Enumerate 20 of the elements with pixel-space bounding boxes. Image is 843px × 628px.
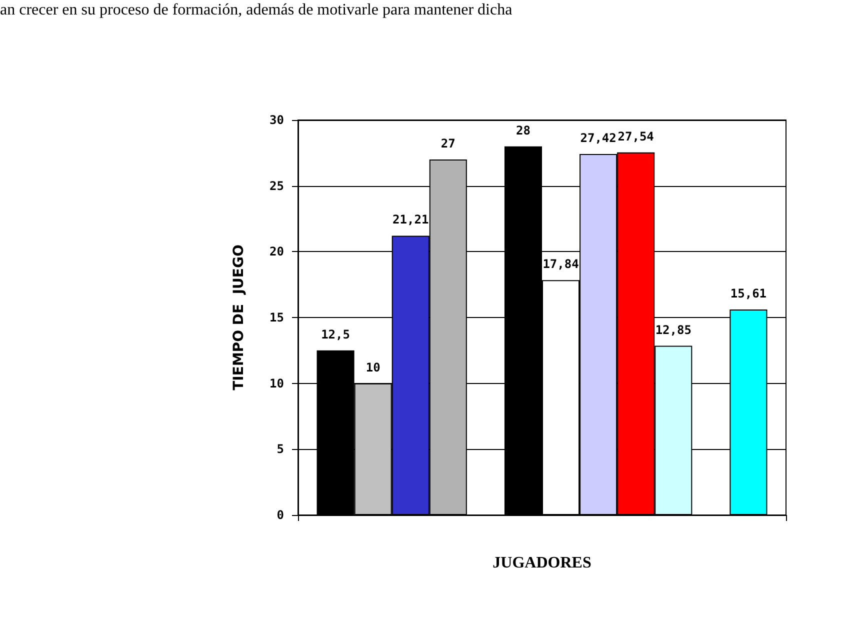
y-tick-label: 0 <box>276 508 284 522</box>
y-tick-label: 30 <box>270 113 284 127</box>
y-tick-label: 20 <box>270 244 284 259</box>
data-label: 12,85 <box>655 322 692 337</box>
data-label: 12,5 <box>321 327 350 342</box>
data-label: 15,61 <box>730 286 767 300</box>
data-label: 17,84 <box>542 257 579 272</box>
text: an crecer en su proceso de formación, además de motivarle para mantener dicha <box>0 2 512 18</box>
x-axis-title: JUGADORES <box>492 554 592 572</box>
y-tick-label: 15 <box>270 310 284 324</box>
y-tick-label: 25 <box>270 178 284 193</box>
data-label: 27 <box>440 136 456 150</box>
data-label: 27,54 <box>618 129 654 144</box>
data-label: 27,42 <box>580 130 616 145</box>
y-axis-title: TIEMPO DE JUEGO <box>231 244 247 390</box>
y-tick-label: 10 <box>270 376 284 390</box>
data-label: 21,21 <box>392 212 429 227</box>
y-tick-label: 5 <box>276 442 284 456</box>
data-label: 28 <box>516 123 530 138</box>
data-label: 10 <box>366 360 380 374</box>
